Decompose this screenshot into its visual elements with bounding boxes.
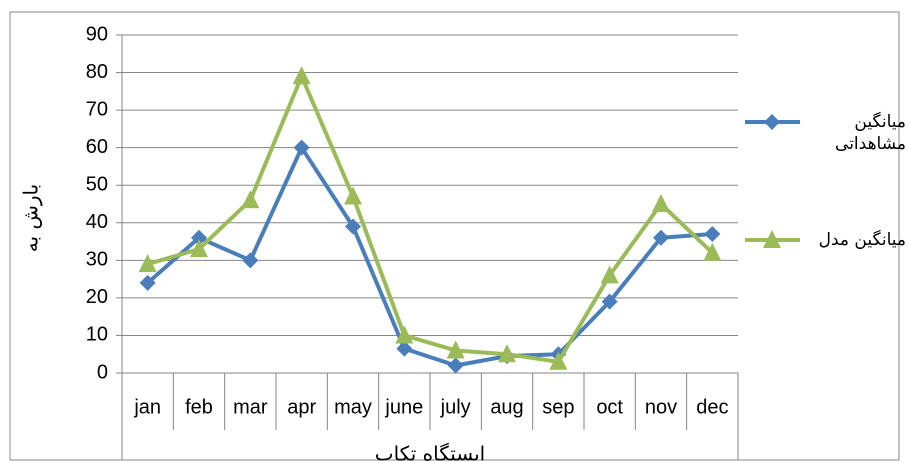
data-point [498, 344, 516, 363]
data-point [703, 242, 722, 261]
x-axis-title: ایستگاه تکاب [375, 442, 486, 462]
y-tick-label: 30 [86, 249, 108, 271]
data-point [653, 229, 669, 246]
legend-label: میانگین مشاهداتی [835, 112, 906, 154]
legend-label: میانگین مدل [818, 230, 906, 250]
x-tick-label: feb [185, 396, 213, 418]
y-tick-label: 20 [86, 286, 108, 308]
data-point [345, 218, 361, 235]
y-tick-label: 60 [86, 136, 108, 158]
data-point [191, 229, 207, 246]
data-point [601, 293, 618, 310]
data-point [395, 325, 414, 344]
y-tick-label: 50 [86, 174, 108, 196]
y-tick-label: 10 [86, 324, 108, 346]
x-tick-label: may [334, 396, 372, 418]
data-point [396, 340, 413, 357]
x-tick-label: jan [133, 396, 161, 418]
y-tick-label: 90 [86, 23, 108, 45]
chart-border [9, 11, 900, 461]
legend-marker [763, 230, 781, 248]
data-point [600, 265, 619, 284]
series-line [147, 74, 714, 364]
data-point [190, 239, 208, 258]
y-axis-title: بارش به [19, 184, 43, 252]
data-point [446, 340, 465, 359]
data-point [652, 194, 670, 212]
x-tick-label: aug [490, 396, 523, 418]
x-tick-label: sep [542, 396, 574, 418]
data-point [242, 252, 259, 269]
y-tick-label: 40 [86, 211, 108, 233]
data-point [447, 357, 464, 374]
x-tick-label: june [384, 396, 423, 418]
series-line [146, 145, 713, 368]
x-tick-label: apr [287, 396, 316, 418]
data-point [139, 274, 156, 291]
x-tick-label: nov [645, 396, 677, 418]
data-point [344, 186, 362, 205]
y-tick-label: 0 [97, 361, 108, 383]
data-point [292, 66, 311, 85]
y-tick-label: 70 [86, 98, 108, 120]
data-point [704, 226, 721, 243]
data-point [241, 190, 260, 209]
y-tick-label: 80 [86, 61, 108, 83]
data-point [138, 254, 157, 273]
data-point [549, 351, 568, 370]
legend-marker [764, 114, 780, 130]
x-tick-label: dec [696, 396, 728, 418]
x-tick-label: mar [233, 396, 268, 418]
x-tick-label: july [440, 396, 471, 418]
data-point [293, 139, 310, 156]
x-tick-label: oct [596, 396, 623, 418]
